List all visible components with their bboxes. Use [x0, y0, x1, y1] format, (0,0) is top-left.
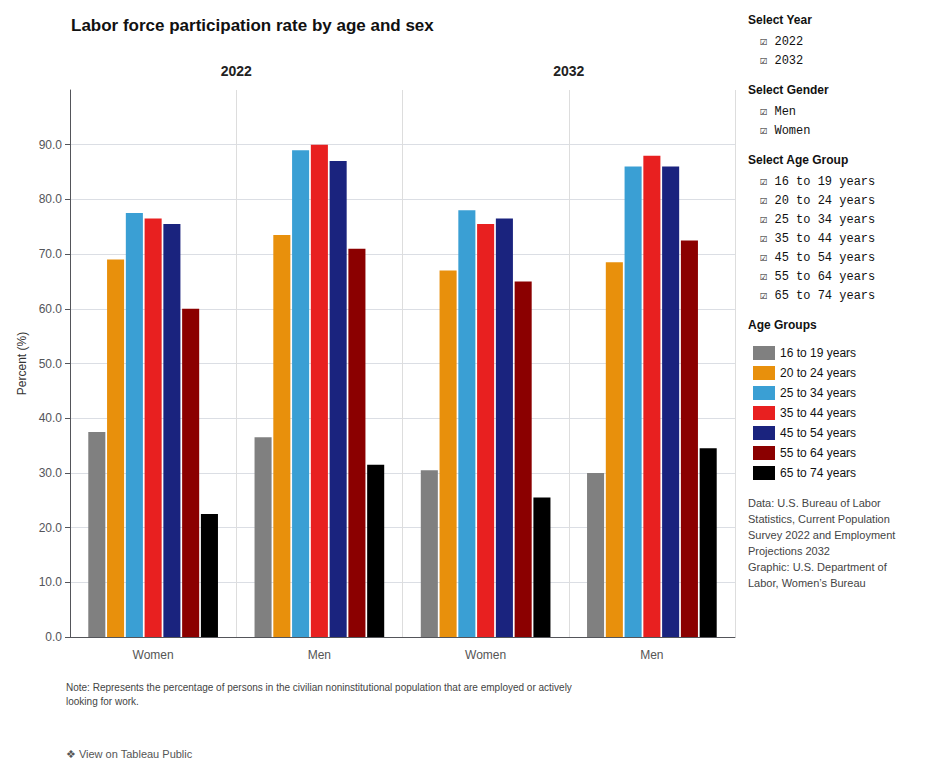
svg-text:☑ 25 to 34 years: ☑ 25 to 34 years	[760, 213, 875, 227]
svg-text:Select Year: Select Year	[748, 13, 812, 27]
svg-text:☑ 45 to 54 years: ☑ 45 to 54 years	[760, 251, 875, 265]
svg-text:Men: Men	[308, 648, 331, 662]
svg-text:Graphic: U.S. Department of: Graphic: U.S. Department of	[748, 561, 888, 573]
svg-text:Men: Men	[640, 648, 663, 662]
svg-text:35 to 44 years: 35 to 44 years	[780, 406, 856, 420]
svg-text:Survey 2022 and Employment: Survey 2022 and Employment	[748, 529, 895, 541]
svg-text:Statistics, Current Population: Statistics, Current Population	[748, 513, 890, 525]
svg-text:80.0: 80.0	[39, 192, 63, 206]
svg-text:20 to 24 years: 20 to 24 years	[780, 366, 856, 380]
svg-text:☑ Women: ☑ Women	[760, 124, 810, 138]
svg-text:10.0: 10.0	[39, 575, 63, 589]
svg-text:Age Groups: Age Groups	[748, 318, 817, 332]
svg-text:16 to 19 years: 16 to 19 years	[780, 346, 856, 360]
svg-text:☑ 20 to 24 years: ☑ 20 to 24 years	[760, 194, 875, 208]
svg-text:Note: Represents the percentag: Note: Represents the percentage of perso…	[66, 682, 572, 693]
svg-text:☑ 35 to 44 years: ☑ 35 to 44 years	[760, 232, 875, 246]
svg-text:Labor force participation rate: Labor force participation rate by age an…	[71, 16, 434, 35]
svg-text:☑ 65 to 74 years: ☑ 65 to 74 years	[760, 289, 875, 303]
svg-text:Labor, Women’s Bureau: Labor, Women’s Bureau	[748, 577, 866, 589]
svg-text:2022: 2022	[221, 63, 252, 79]
svg-text:Women: Women	[465, 648, 506, 662]
svg-text:☑ Men: ☑ Men	[760, 105, 796, 119]
svg-text:Select Age Group: Select Age Group	[748, 153, 848, 167]
svg-text:20.0: 20.0	[39, 521, 63, 535]
svg-text:Women: Women	[133, 648, 174, 662]
svg-text:Data: U.S. Bureau of Labor: Data: U.S. Bureau of Labor	[748, 497, 881, 509]
svg-text:2032: 2032	[553, 63, 584, 79]
svg-text:Percent (%): Percent (%)	[15, 332, 29, 395]
svg-text:☑ 2022: ☑ 2022	[760, 35, 803, 49]
svg-text:☑ 2032: ☑ 2032	[760, 54, 803, 68]
svg-text:90.0: 90.0	[39, 138, 63, 152]
svg-text:55 to 64 years: 55 to 64 years	[780, 446, 856, 460]
svg-text:Projections 2032: Projections 2032	[748, 545, 830, 557]
svg-text:☑ 16 to 19 years: ☑ 16 to 19 years	[760, 175, 875, 189]
svg-text:50.0: 50.0	[39, 357, 63, 371]
svg-text:☑ 55 to 64 years: ☑ 55 to 64 years	[760, 270, 875, 284]
svg-text:Select Gender: Select Gender	[748, 83, 829, 97]
svg-text:70.0: 70.0	[39, 247, 63, 261]
svg-text:45 to 54 years: 45 to 54 years	[780, 426, 856, 440]
svg-text:25 to 34 years: 25 to 34 years	[780, 386, 856, 400]
svg-text:60.0: 60.0	[39, 302, 63, 316]
svg-text:❖ View on Tableau Public: ❖ View on Tableau Public	[66, 748, 193, 760]
svg-text:0.0: 0.0	[45, 630, 62, 644]
svg-text:65 to 74 years: 65 to 74 years	[780, 466, 856, 480]
svg-text:looking for work.: looking for work.	[66, 696, 139, 707]
svg-text:40.0: 40.0	[39, 411, 63, 425]
svg-text:30.0: 30.0	[39, 466, 63, 480]
